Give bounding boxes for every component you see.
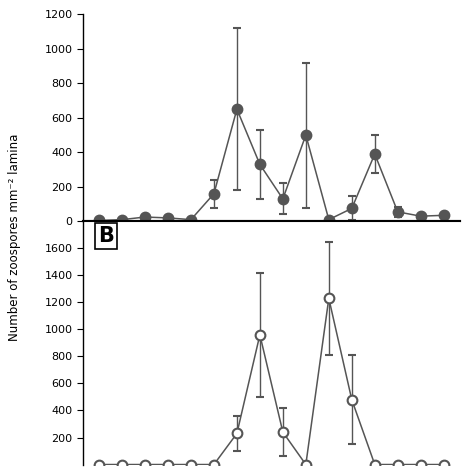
Text: Number of zoospores mm⁻² lamina: Number of zoospores mm⁻² lamina [8, 133, 21, 341]
Text: B: B [98, 226, 114, 246]
